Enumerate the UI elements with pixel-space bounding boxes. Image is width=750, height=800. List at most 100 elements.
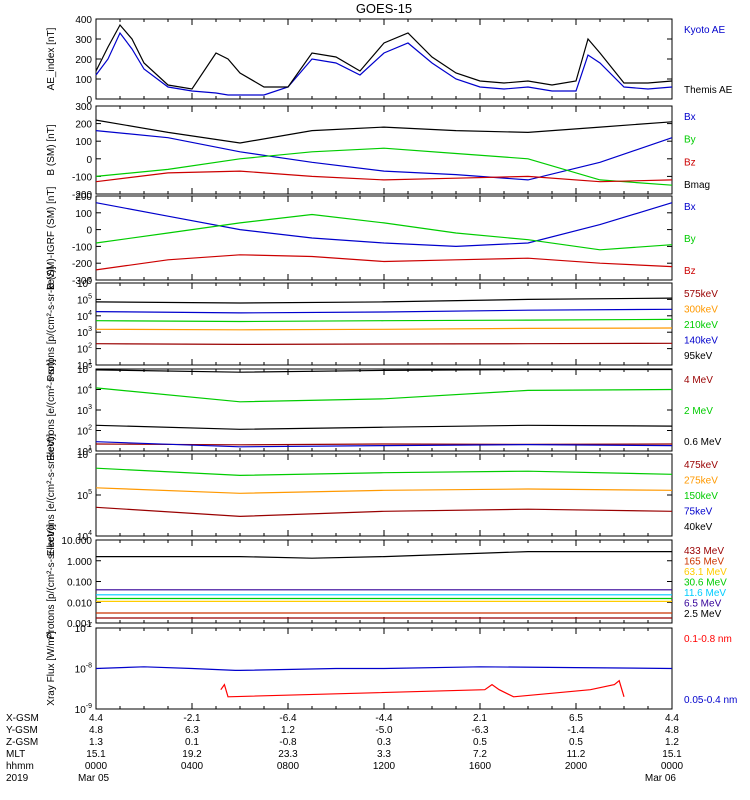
panel-4: 101 102 103 104 105 106 Protons [p/(cm²-s-sr-k… <box>46 266 718 381</box>
legend-entry: 6.5 MeV <box>684 599 722 610</box>
panel-6: 104 105 106 Electrons [e/(cm²-s-sr-keV)] 475… <box>46 424 718 556</box>
series-line-bz <box>95 170 673 183</box>
legend-entry: 0.05-0.4 nm <box>684 695 737 706</box>
series-line-bx <box>95 202 673 248</box>
legend-entry: Kyoto AE <box>684 25 725 36</box>
y-tick-label: 104 <box>77 384 92 397</box>
panel-stack: 0 100 200 300 400 AE_index [nT] Kyoto AE Themis… <box>46 15 737 716</box>
series-line-210kev <box>95 318 673 323</box>
legend-entry: 575keV <box>684 289 718 300</box>
ephemeris-value: Mar 06 <box>645 773 677 784</box>
panel-frame <box>95 539 673 624</box>
ephemeris-value: 0400 <box>181 761 204 772</box>
ephemeris-value: -1.4 <box>567 725 585 736</box>
legend-entry: 2.5 MeV <box>684 609 722 620</box>
series-line-0-1-0-8-nm <box>220 679 625 698</box>
ephemeris-value: 0.5 <box>473 737 487 748</box>
ephemeris-value: -4.4 <box>375 713 393 724</box>
legend-entry: Bx <box>684 112 696 123</box>
series-line-575kev <box>95 342 673 345</box>
series-line-275kev <box>95 487 673 494</box>
legend-entry: 0.6 MeV <box>684 437 722 448</box>
ephemeris-value: 1.2 <box>665 737 679 748</box>
ephemeris-value: 0.1 <box>185 737 199 748</box>
ephemeris-value: -0.8 <box>279 737 297 748</box>
y-axis-label: Protons [p/(cm²-s-sr-keV)] <box>46 266 57 381</box>
y-tick-label: 10-7 <box>75 622 92 635</box>
legend-entry: By <box>684 135 696 146</box>
legend-entry: 300keV <box>684 305 718 316</box>
panel-7: 0.001 0.010 0.100 1.000 10.000 Protons [p/(cm… <box>46 524 727 639</box>
series-line-2-5-mev <box>96 550 672 559</box>
ephemeris-value: 0000 <box>661 761 684 772</box>
ephemeris-row-label: X-GSM <box>6 713 39 724</box>
y-tick-label: 104 <box>77 530 92 543</box>
ephemeris-value: 15.1 <box>662 749 682 760</box>
y-tick-label: 102 <box>77 425 92 438</box>
legend-entry: Themis AE <box>684 85 733 96</box>
y-tick-label: 200 <box>75 55 92 66</box>
legend-entry: 475keV <box>684 460 718 471</box>
y-tick-label: 105 <box>77 489 92 502</box>
legend-entry: 11.6 MeV <box>684 588 726 599</box>
y-tick-label: 102 <box>77 343 92 356</box>
ephemeris-value: 23.3 <box>278 749 298 760</box>
legend-entry: 95keV <box>684 351 713 362</box>
legend-entry: 63.1 MeV <box>684 567 727 578</box>
legend-entry: 2 MeV <box>684 406 713 417</box>
legend-entry: Bz <box>684 266 696 277</box>
y-tick-label: 0 <box>86 226 92 237</box>
legend-entry: 275keV <box>684 476 718 487</box>
ephemeris-value: 4.8 <box>665 725 679 736</box>
y-tick-label: 100 <box>75 75 92 86</box>
y-tick-label: 10-8 <box>75 663 92 676</box>
plot-title: GOES-15 <box>356 1 412 16</box>
y-axis-label: B (SM)-IGRF (SM) [nT] <box>46 186 57 289</box>
series-line-2-mev <box>95 387 673 403</box>
panel-3: -300 -200 -100 0 100 200 B (SM)-IGRF (SM) [nT]… <box>46 186 696 289</box>
legend-entry: 4 MeV <box>684 375 713 386</box>
ephemeris-value: 0.5 <box>569 737 583 748</box>
legend-entry: 165 MeV <box>684 557 724 568</box>
legend-entry: 433 MeV <box>684 546 724 557</box>
y-tick-label: 0 <box>86 155 92 166</box>
panel-frame <box>95 282 673 366</box>
y-axis-label: B (SM) [nT] <box>46 124 57 175</box>
y-axis-label: Xray Flux [W/m²] <box>46 631 57 706</box>
ephemeris-value: 4.4 <box>665 713 679 724</box>
y-tick-label: 100 <box>75 209 92 220</box>
ephemeris-value: -6.3 <box>471 725 489 736</box>
ephemeris-row-label: hhmm <box>6 761 34 772</box>
y-tick-label: 106 <box>77 448 92 461</box>
legend-entry: By <box>684 234 696 245</box>
ephemeris-row-label: Y-GSM <box>6 725 38 736</box>
panel-frame <box>95 368 673 452</box>
series-line-0-05-0-4-nm <box>95 666 673 672</box>
legend-entry: Bx <box>684 202 696 213</box>
series-line-300kev <box>95 327 673 331</box>
y-tick-label: 101 <box>77 359 92 372</box>
series-line-themis-ae <box>95 23 673 90</box>
ephemeris-value: 11.2 <box>567 749 586 760</box>
panel-frame <box>95 453 673 537</box>
panel-8: 10-9 10-8 10-7 Xray Flux [W/m²] 0.1-0.8 nm 0.… <box>46 622 737 716</box>
legend-entry: 210keV <box>684 320 718 331</box>
series-line-kyoto-ae <box>95 31 673 96</box>
y-tick-label: -100 <box>72 242 92 253</box>
series-line-by <box>95 147 673 186</box>
ephemeris-value: 1.2 <box>281 725 295 736</box>
ephemeris-value: 1200 <box>373 761 396 772</box>
y-axis-label: AE_index [nT] <box>46 27 57 90</box>
ephemeris-value: 0000 <box>85 761 108 772</box>
y-tick-label: 200 <box>75 192 92 203</box>
y-tick-label: 10-9 <box>75 703 92 716</box>
y-axis-label: Electrons [e/(cm²-s-sr-keV)] <box>46 434 57 556</box>
ephemeris-value: 2.1 <box>473 713 487 724</box>
series-line-95kev <box>95 297 673 304</box>
panel-2: -200 -100 0 100 200 300 B (SM) [nT] Bx By Bz Bmag <box>46 102 710 201</box>
series-line-150kev <box>95 467 673 477</box>
legend-entry: 30.6 MeV <box>684 578 727 589</box>
ephemeris-value: -5.0 <box>375 725 393 736</box>
ephemeris-value: 0800 <box>277 761 300 772</box>
y-tick-label: 300 <box>75 35 92 46</box>
